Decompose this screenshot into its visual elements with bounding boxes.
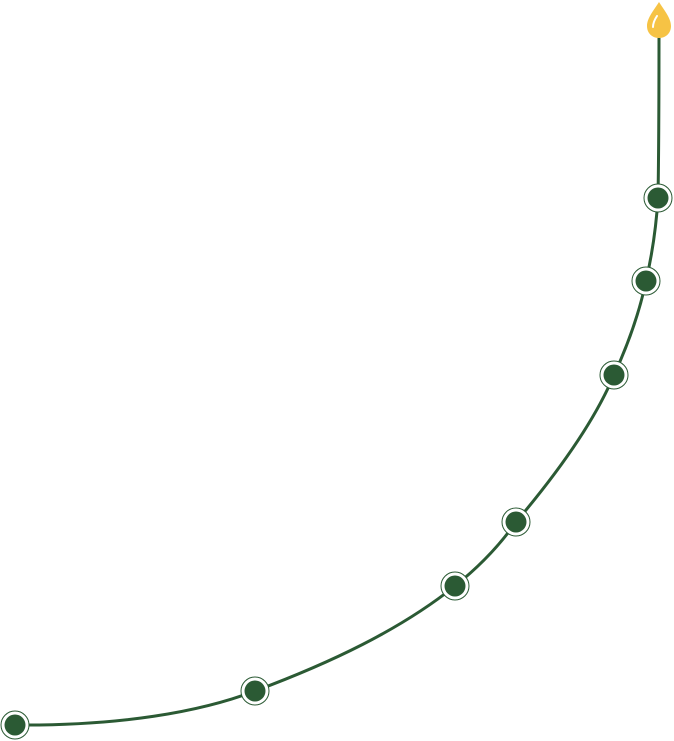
timeline-node-dot — [4, 714, 26, 736]
timeline-node — [0, 710, 30, 740]
timeline-nodes — [0, 183, 673, 740]
timeline-node-dot — [505, 511, 527, 533]
timeline-node — [501, 507, 531, 537]
timeline-node-dot — [444, 575, 466, 597]
timeline-node — [240, 676, 270, 706]
timeline-node-dot — [635, 270, 657, 292]
timeline-node — [643, 183, 673, 213]
timeline-node — [631, 266, 661, 296]
timeline-node — [599, 360, 629, 390]
timeline-node — [440, 571, 470, 601]
timeline-curve — [14, 29, 661, 727]
timeline-node-dot — [647, 187, 669, 209]
timeline-node-dot — [244, 680, 266, 702]
timeline-node-dot — [603, 364, 625, 386]
drop-icon — [647, 2, 671, 38]
